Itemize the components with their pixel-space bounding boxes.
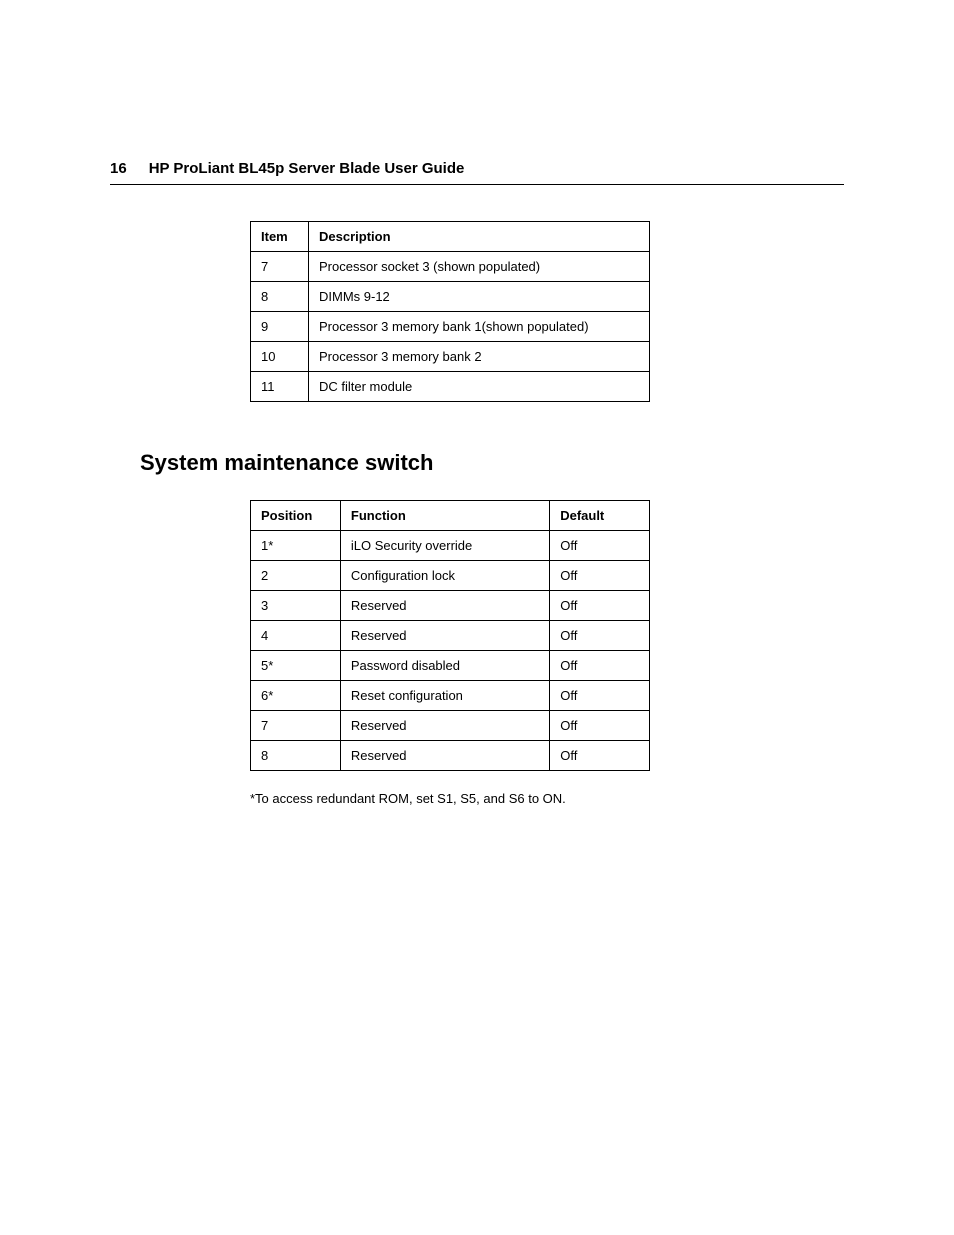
table-row: 11 DC filter module <box>251 372 650 402</box>
table-row: 9 Processor 3 memory bank 1(shown popula… <box>251 312 650 342</box>
cell-item: 7 <box>251 252 309 282</box>
cell-position: 4 <box>251 621 341 651</box>
table-row: 1* iLO Security override Off <box>251 531 650 561</box>
cell-description: DC filter module <box>309 372 650 402</box>
cell-function: Reserved <box>340 711 549 741</box>
footnote: *To access redundant ROM, set S1, S5, an… <box>250 791 844 806</box>
cell-position: 1* <box>251 531 341 561</box>
table-row: 8 DIMMs 9-12 <box>251 282 650 312</box>
item-description-table: Item Description 7 Processor socket 3 (s… <box>250 221 650 402</box>
cell-description: Processor 3 memory bank 2 <box>309 342 650 372</box>
column-header-function: Function <box>340 501 549 531</box>
cell-function: iLO Security override <box>340 531 549 561</box>
cell-description: Processor socket 3 (shown populated) <box>309 252 650 282</box>
cell-default: Off <box>550 651 650 681</box>
table-header-row: Position Function Default <box>251 501 650 531</box>
table-row: 5* Password disabled Off <box>251 651 650 681</box>
cell-default: Off <box>550 681 650 711</box>
section-heading: System maintenance switch <box>110 450 844 476</box>
table-row: 7 Processor socket 3 (shown populated) <box>251 252 650 282</box>
cell-function: Reset configuration <box>340 681 549 711</box>
cell-description: Processor 3 memory bank 1(shown populate… <box>309 312 650 342</box>
cell-function: Reserved <box>340 741 549 771</box>
page-header: 16 HP ProLiant BL45p Server Blade User Gu… <box>110 160 844 185</box>
cell-default: Off <box>550 561 650 591</box>
cell-item: 10 <box>251 342 309 372</box>
table-row: 7 Reserved Off <box>251 711 650 741</box>
table-row: 3 Reserved Off <box>251 591 650 621</box>
cell-position: 6* <box>251 681 341 711</box>
cell-position: 3 <box>251 591 341 621</box>
cell-description: DIMMs 9-12 <box>309 282 650 312</box>
table-header-row: Item Description <box>251 222 650 252</box>
table-row: 10 Processor 3 memory bank 2 <box>251 342 650 372</box>
document-page: 16 HP ProLiant BL45p Server Blade User Gu… <box>0 0 954 806</box>
system-maintenance-switch-table: Position Function Default 1* iLO Securit… <box>250 500 650 771</box>
column-header-description: Description <box>309 222 650 252</box>
cell-default: Off <box>550 741 650 771</box>
cell-default: Off <box>550 621 650 651</box>
cell-function: Password disabled <box>340 651 549 681</box>
cell-item: 8 <box>251 282 309 312</box>
table-row: 6* Reset configuration Off <box>251 681 650 711</box>
page-number: 16 <box>110 160 127 177</box>
cell-default: Off <box>550 531 650 561</box>
table-row: 2 Configuration lock Off <box>251 561 650 591</box>
cell-position: 2 <box>251 561 341 591</box>
switch-table-container: Position Function Default 1* iLO Securit… <box>250 500 844 771</box>
cell-function: Reserved <box>340 591 549 621</box>
cell-position: 5* <box>251 651 341 681</box>
column-header-item: Item <box>251 222 309 252</box>
cell-item: 9 <box>251 312 309 342</box>
cell-default: Off <box>550 711 650 741</box>
table-row: 8 Reserved Off <box>251 741 650 771</box>
cell-default: Off <box>550 591 650 621</box>
column-header-default: Default <box>550 501 650 531</box>
table-row: 4 Reserved Off <box>251 621 650 651</box>
item-description-table-container: Item Description 7 Processor socket 3 (s… <box>250 221 844 402</box>
document-title: HP ProLiant BL45p Server Blade User Guid… <box>149 160 465 177</box>
cell-function: Configuration lock <box>340 561 549 591</box>
cell-position: 8 <box>251 741 341 771</box>
column-header-position: Position <box>251 501 341 531</box>
cell-position: 7 <box>251 711 341 741</box>
cell-function: Reserved <box>340 621 549 651</box>
cell-item: 11 <box>251 372 309 402</box>
